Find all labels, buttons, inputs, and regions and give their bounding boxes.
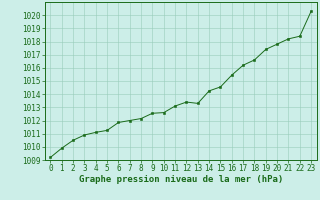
X-axis label: Graphe pression niveau de la mer (hPa): Graphe pression niveau de la mer (hPa) [79,175,283,184]
